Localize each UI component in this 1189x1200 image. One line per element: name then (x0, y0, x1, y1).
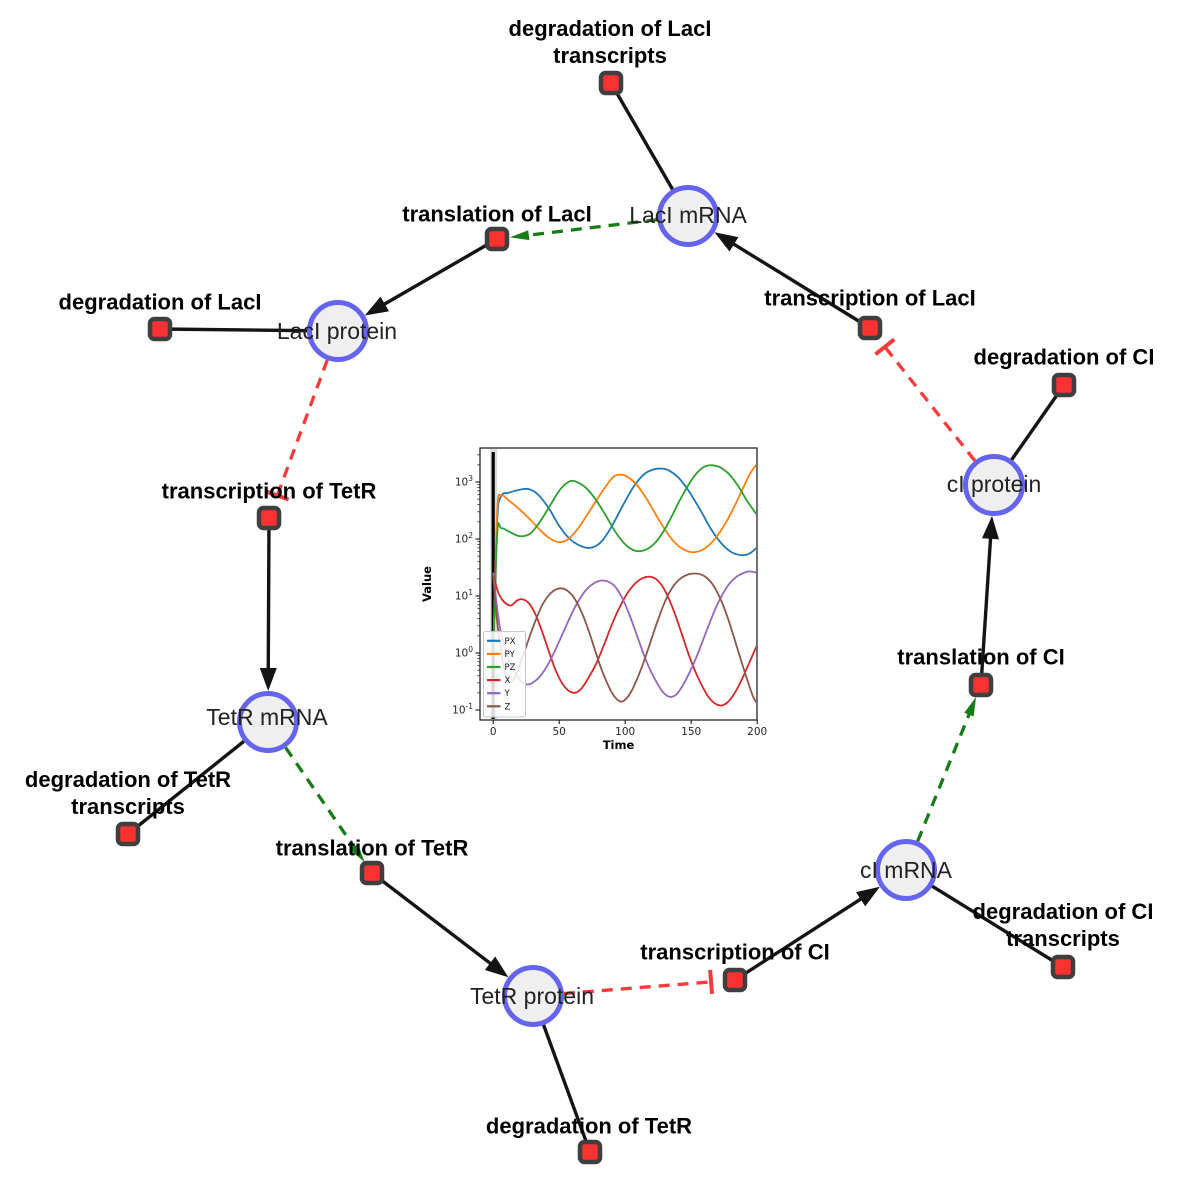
legend-label-PX: PX (505, 637, 516, 647)
edge-trans_tetr-tetr_protein-arrowhead (484, 956, 509, 978)
edge-trans_ci-ci_protein-arrowhead (982, 515, 999, 540)
edge-laci_mrna-trans_laci (522, 218, 658, 238)
series-X (492, 572, 756, 707)
reaction-label-deg_ci: degradation of CI (974, 345, 1155, 370)
reaction-label-tx_ci: transcription of CI (640, 940, 829, 965)
species-label-laci_mrna: LacI mRNA (629, 202, 747, 228)
reaction-node-trans_ci[interactable] (968, 672, 994, 698)
species-node-laci_mrna[interactable] (657, 185, 719, 247)
reaction-node-deg_laci_tx[interactable] (598, 70, 624, 96)
edge-laci_protein-tx_tetr (275, 359, 329, 497)
reaction-node-deg_tetr[interactable] (577, 1139, 603, 1165)
x-tick-label: 0 (490, 726, 497, 738)
x-tick-label: 50 (553, 726, 566, 738)
x-axis-title: Time (603, 738, 635, 752)
species-label-ci_protein: cI protein (947, 471, 1042, 497)
reaction-node-tx_tetr[interactable] (256, 505, 282, 531)
legend-label-Y: Y (504, 689, 511, 699)
reaction-label-deg_ci_tx-line1: degradation of CI (973, 899, 1154, 924)
species-node-tetr_protein[interactable] (502, 965, 564, 1027)
species-label-ci_mrna: cI mRNA (860, 857, 953, 883)
x-tick-label: 200 (747, 726, 767, 738)
reaction-node-tx_ci[interactable] (722, 967, 748, 993)
reaction-label-deg_tetr: degradation of TetR (486, 1114, 692, 1139)
series-PX (492, 467, 756, 657)
legend-label-PY: PY (505, 650, 516, 660)
y-tick-label: 101 (455, 588, 473, 603)
reaction-label-trans_ci: translation of CI (897, 645, 1064, 670)
edge-trans_laci-laci_protein-arrowhead (364, 296, 389, 316)
edge-tx_ci-ci_mrna (734, 892, 870, 982)
x-tick-label: 150 (681, 726, 701, 738)
edge-tetr_protein-tx_ci (563, 980, 712, 996)
reaction-node-tx_laci[interactable] (857, 315, 883, 341)
reaction-node-deg_ci_tx[interactable] (1050, 954, 1076, 980)
x-tick-label: 100 (615, 726, 635, 738)
species-node-tetr_mrna[interactable] (237, 691, 299, 753)
reaction-node-deg_ci[interactable] (1051, 372, 1077, 398)
reaction-label-deg_tetr_tx-line1: degradation of TetR (25, 767, 231, 792)
edge-tetr_mrna-trans_tetr (284, 746, 359, 853)
species-label-laci_protein: LacI protein (277, 318, 397, 344)
species-label-tetr_protein: TetR protein (470, 983, 594, 1009)
species-node-ci_protein[interactable] (963, 454, 1025, 516)
edge-tx_tetr-tetr_mrna (266, 517, 271, 678)
edge-ci_protein-tx_laci-tbar (874, 337, 896, 356)
reaction-label-deg_laci: degradation of LacI (59, 290, 262, 315)
chart-legend: PX PY PZ XYZ (483, 631, 526, 718)
reaction-node-trans_tetr[interactable] (359, 860, 385, 886)
legend-label-X: X (505, 676, 511, 686)
edge-tx_laci-laci_mrna (725, 238, 871, 330)
reaction-label-trans_laci: translation of LacI (402, 202, 591, 227)
edge-trans_tetr-tetr_protein (370, 871, 499, 971)
edge-trans_ci-ci_protein (979, 529, 993, 686)
y-tick-label: 100 (455, 645, 473, 660)
reaction-node-deg_tetr_tx[interactable] (115, 821, 141, 847)
edge-tx_laci-laci_mrna-arrowhead (714, 232, 739, 252)
legend-label-PZ: PZ (505, 663, 516, 673)
edge-ci_mrna-trans_ci-arrowhead (964, 697, 977, 717)
y-axis-title: Value (420, 566, 434, 602)
reaction-label-deg_laci_tx-line2: transcripts (553, 43, 667, 68)
species-label-tetr_mrna: TetR mRNA (206, 704, 328, 730)
y-tick-label: 102 (455, 531, 473, 546)
reaction-label-deg_tetr_tx-line2: transcripts (71, 794, 185, 819)
reaction-label-trans_tetr: translation of TetR (276, 836, 469, 861)
edge-trans_laci-laci_protein (375, 237, 498, 311)
nodes-layer (115, 70, 1077, 1165)
reaction-label-tx_laci: transcription of LacI (764, 286, 975, 311)
edge-tetr_protein-tx_ci-tbar (708, 969, 715, 995)
labels-layer: degradation of LacItranscriptstranslatio… (25, 16, 1155, 1139)
legend-label-Z: Z (505, 702, 511, 712)
reaction-node-trans_laci[interactable] (484, 226, 510, 252)
edge-tx_tetr-tetr_mrna-arrowhead (259, 668, 277, 691)
chart-axes-box (479, 447, 758, 721)
y-tick-label: 10-1 (452, 702, 473, 717)
edge-tx_ci-ci_mrna-arrowhead (856, 886, 880, 907)
edge-laci_protein-tx_tetr-tbar (265, 489, 290, 502)
series-Y (492, 570, 756, 698)
reaction-label-tx_tetr: transcription of TetR (162, 479, 377, 504)
y-tick-label: 103 (455, 474, 473, 489)
edge-ci_protein-tx_laci (883, 345, 977, 462)
reaction-node-deg_laci[interactable] (147, 316, 173, 342)
reaction-label-deg_laci_tx-line1: degradation of LacI (509, 16, 712, 41)
series-Z (492, 572, 756, 704)
series-PZ (492, 464, 756, 657)
series-PY (492, 463, 756, 657)
reaction-label-deg_ci_tx-line2: transcripts (1006, 926, 1120, 951)
species-node-laci_protein[interactable] (307, 300, 369, 362)
edge-laci_mrna-trans_laci-arrowhead (509, 230, 530, 241)
edge-ci_mrna-trans_ci (916, 708, 973, 842)
species-node-ci_mrna[interactable] (875, 839, 937, 901)
edge-tetr_mrna-trans_tetr-arrowhead (349, 843, 365, 863)
